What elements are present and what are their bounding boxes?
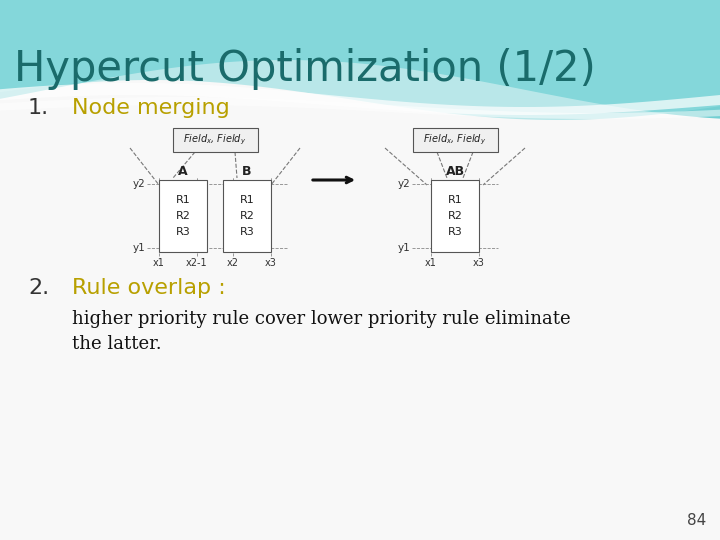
- Text: y1: y1: [132, 243, 145, 253]
- Text: R1
R2
R3: R1 R2 R3: [448, 195, 462, 237]
- Text: 1.: 1.: [28, 98, 49, 118]
- Polygon shape: [0, 0, 720, 119]
- FancyBboxPatch shape: [413, 128, 498, 152]
- Polygon shape: [0, 97, 720, 119]
- Text: y1: y1: [397, 243, 410, 253]
- Text: A: A: [178, 165, 188, 178]
- Text: Field$_x$, Field$_y$: Field$_x$, Field$_y$: [184, 133, 247, 147]
- Text: the latter.: the latter.: [72, 335, 161, 353]
- Polygon shape: [0, 0, 720, 120]
- Text: Field$_x$, Field$_y$: Field$_x$, Field$_y$: [423, 133, 487, 147]
- Text: x2-1: x2-1: [186, 258, 208, 268]
- Text: x1: x1: [153, 258, 165, 268]
- Text: R1
R2
R3: R1 R2 R3: [240, 195, 254, 237]
- Text: x2: x2: [227, 258, 239, 268]
- Text: Rule overlap :: Rule overlap :: [72, 278, 226, 298]
- FancyBboxPatch shape: [173, 128, 258, 152]
- Text: AB: AB: [446, 165, 464, 178]
- FancyBboxPatch shape: [431, 180, 479, 252]
- FancyBboxPatch shape: [159, 180, 207, 252]
- Text: 2.: 2.: [28, 278, 49, 298]
- Text: Hypercut Optimization (1/2): Hypercut Optimization (1/2): [14, 48, 595, 90]
- Text: 84: 84: [687, 513, 706, 528]
- FancyBboxPatch shape: [223, 180, 271, 252]
- Text: y2: y2: [132, 179, 145, 189]
- Text: x1: x1: [425, 258, 437, 268]
- Text: Node merging: Node merging: [72, 98, 230, 118]
- Text: y2: y2: [397, 179, 410, 189]
- Text: x3: x3: [473, 258, 485, 268]
- Text: R1
R2
R3: R1 R2 R3: [176, 195, 190, 237]
- Text: x3: x3: [265, 258, 277, 268]
- Text: B: B: [242, 165, 252, 178]
- Polygon shape: [0, 83, 720, 115]
- Text: higher priority rule cover lower priority rule eliminate: higher priority rule cover lower priorit…: [72, 310, 571, 328]
